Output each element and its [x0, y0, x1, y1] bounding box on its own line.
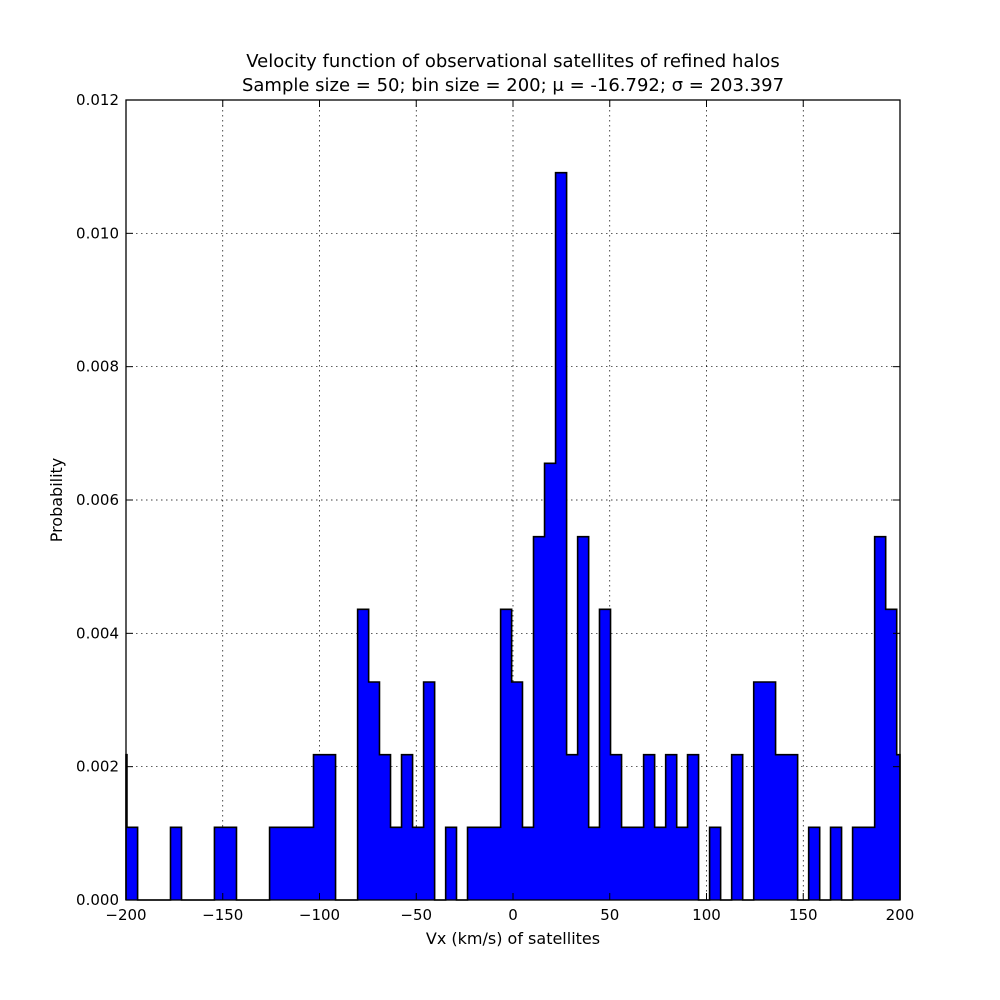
histogram-bar: [544, 463, 556, 900]
x-tick-label: 150: [789, 906, 818, 924]
x-tick-label: 50: [600, 906, 619, 924]
histogram-bar: [830, 827, 842, 900]
histogram-bar: [896, 754, 900, 900]
chart-title: Velocity function of observational satel…: [246, 51, 780, 72]
histogram-bar: [610, 754, 622, 900]
histogram-bar: [533, 536, 545, 900]
histogram-bar: [599, 609, 611, 900]
y-tick-label: 0.012: [76, 91, 119, 109]
x-tick-label: −100: [299, 906, 340, 924]
x-tick-label: 0: [508, 906, 518, 924]
histogram-bar: [885, 609, 897, 900]
histogram-bar: [522, 827, 534, 900]
histogram-bar: [852, 827, 875, 900]
histogram-bar: [577, 536, 589, 900]
histogram-bar: [467, 827, 501, 900]
y-tick-label: 0.008: [76, 358, 119, 376]
histogram-bar: [412, 827, 424, 900]
y-axis-label: Probability: [47, 458, 66, 543]
y-tick-label: 0.004: [76, 624, 119, 642]
x-axis-label: Vx (km/s) of satellites: [426, 929, 600, 948]
histogram-bar: [808, 827, 820, 900]
histogram-bar: [753, 682, 776, 900]
histogram-bar: [126, 827, 138, 900]
histogram-bar: [731, 754, 743, 900]
histogram-bar: [511, 682, 523, 900]
histogram-bar: [170, 827, 182, 900]
histogram-bar: [423, 682, 435, 900]
histogram-bar: [665, 754, 677, 900]
histogram-outline: [125, 171, 901, 901]
histogram-bar: [445, 827, 457, 900]
chart-subtitle: Sample size = 50; bin size = 200; μ = -1…: [242, 75, 784, 96]
histogram-bar: [643, 754, 655, 900]
histogram-bar: [709, 827, 721, 900]
y-tick-label: 0.010: [76, 224, 119, 242]
x-tick-label: 100: [692, 906, 721, 924]
y-tick-label: 0.000: [76, 891, 119, 909]
histogram-bar: [874, 536, 886, 900]
histogram-bar: [401, 754, 413, 900]
x-tick-label: 200: [886, 906, 915, 924]
histogram-bar: [654, 827, 666, 900]
histogram-bar: [214, 827, 237, 900]
histogram-bar: [775, 754, 798, 900]
x-tick-label: −50: [400, 906, 432, 924]
histogram-bar: [390, 827, 402, 900]
histogram-bar: [379, 754, 391, 900]
histogram-bar: [269, 827, 314, 900]
histogram-bar: [313, 754, 336, 900]
histogram-bar: [621, 827, 644, 900]
x-tick-label: −200: [105, 906, 146, 924]
histogram-bar: [588, 827, 600, 900]
histogram-bar: [357, 609, 369, 900]
histogram-bar: [555, 172, 567, 900]
y-tick-label: 0.006: [76, 491, 119, 509]
histogram-bar: [566, 754, 578, 900]
histogram-bar: [687, 754, 699, 900]
x-tick-label: −150: [202, 906, 243, 924]
histogram-bar: [676, 827, 688, 900]
histogram-bar: [500, 609, 512, 900]
axis-ticks: −200 −150 −100 −50 0 50 100 150 200 0.000 0.002 0.0…: [76, 91, 914, 924]
y-tick-label: 0.002: [76, 758, 119, 776]
histogram-bars: [126, 172, 900, 900]
histogram-bar: [368, 682, 380, 900]
